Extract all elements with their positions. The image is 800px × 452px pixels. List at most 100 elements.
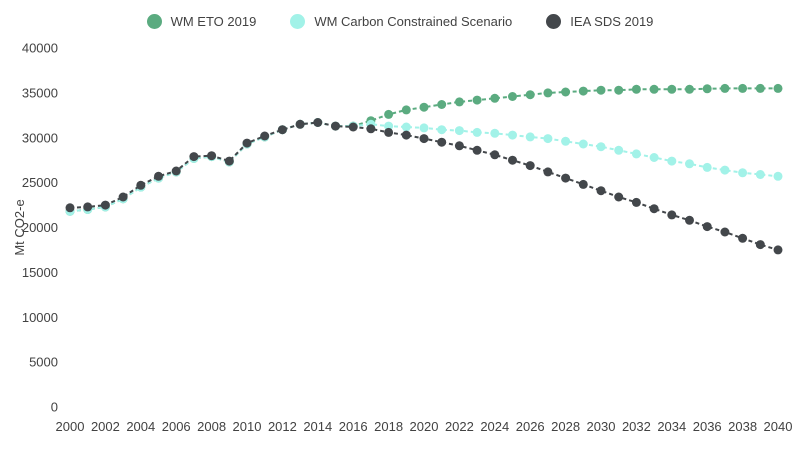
y-tick-label: 0 (51, 400, 58, 415)
data-point (755, 170, 765, 179)
data-point (401, 130, 411, 140)
data-point (755, 83, 765, 93)
data-point (401, 122, 411, 132)
data-point (437, 125, 447, 135)
data-point (702, 222, 712, 232)
x-tick-label: 2034 (657, 419, 686, 434)
data-point (454, 97, 464, 107)
data-point (543, 134, 553, 144)
data-point (171, 166, 181, 176)
data-point (384, 127, 394, 137)
data-point (561, 136, 571, 146)
x-tick-label: 2002 (91, 419, 120, 434)
x-tick-label: 2010 (233, 419, 262, 434)
y-tick-label: 25000 (22, 175, 58, 190)
x-tick-label: 2008 (197, 419, 226, 434)
x-tick-label: 2026 (516, 419, 545, 434)
data-point (437, 100, 447, 109)
x-tick-label: 2036 (693, 419, 722, 434)
data-point (136, 180, 146, 190)
data-point (384, 121, 394, 131)
data-point (525, 90, 535, 100)
data-point (631, 149, 641, 159)
x-tick-label: 2040 (764, 419, 793, 434)
data-point (508, 155, 517, 165)
data-point (667, 210, 677, 220)
data-point (649, 153, 659, 162)
data-point (401, 105, 411, 115)
data-point (685, 84, 694, 94)
data-point (543, 167, 553, 177)
x-tick-label: 2018 (374, 419, 403, 434)
data-point (331, 121, 340, 131)
data-point (578, 86, 588, 96)
data-point (454, 141, 464, 151)
data-point (614, 192, 624, 202)
data-point (738, 168, 748, 178)
data-point (472, 145, 482, 155)
data-point (649, 84, 659, 94)
x-tick-label: 2006 (162, 419, 191, 434)
legend-item[interactable]: WM Carbon Constrained Scenario (290, 14, 512, 29)
data-point (454, 126, 464, 136)
data-point (773, 245, 783, 255)
data-point (295, 119, 305, 129)
data-point (596, 85, 606, 95)
x-tick-label: 2020 (410, 419, 439, 434)
y-tick-label: 40000 (22, 41, 58, 56)
data-point (384, 109, 394, 119)
data-point (260, 131, 270, 141)
y-axis-title: Mt CO2-e (12, 199, 27, 255)
data-point (65, 203, 75, 213)
x-tick-label: 2030 (587, 419, 616, 434)
data-point (702, 162, 712, 172)
data-point (561, 87, 571, 97)
data-point (508, 130, 517, 140)
y-tick-label: 10000 (22, 310, 58, 325)
legend-item[interactable]: WM ETO 2019 (146, 14, 256, 29)
data-point (525, 161, 535, 171)
data-point (490, 93, 500, 103)
data-point (224, 156, 234, 166)
x-tick-label: 2032 (622, 419, 651, 434)
legend: WM ETO 2019 WM Carbon Constrained Scenari… (0, 14, 800, 29)
data-point (614, 85, 624, 95)
data-point (596, 142, 606, 152)
x-tick-label: 2016 (339, 419, 368, 434)
data-point (419, 102, 429, 112)
data-point (702, 84, 712, 94)
data-point (773, 171, 783, 181)
data-point (685, 159, 694, 169)
data-point (773, 83, 783, 93)
data-point (667, 84, 677, 94)
data-point (472, 127, 482, 137)
data-point (738, 233, 748, 243)
data-point (578, 179, 588, 189)
y-tick-label: 5000 (29, 355, 58, 370)
x-tick-label: 2012 (268, 419, 297, 434)
data-point (543, 88, 553, 98)
x-tick-label: 2038 (728, 419, 757, 434)
legend-item[interactable]: IEA SDS 2019 (546, 14, 653, 29)
data-point (755, 240, 765, 250)
data-point (685, 215, 694, 225)
x-tick-label: 2022 (445, 419, 474, 434)
data-point (277, 125, 287, 135)
data-point (561, 173, 571, 183)
data-point (242, 138, 252, 148)
data-point (738, 83, 748, 93)
data-point (720, 83, 730, 93)
data-point (631, 84, 641, 94)
data-point (419, 123, 429, 133)
data-point (614, 145, 624, 155)
legend-dot-icon (290, 14, 306, 29)
legend-dot-icon (146, 14, 162, 29)
x-tick-label: 2004 (126, 419, 155, 434)
data-point (437, 137, 447, 147)
data-point (490, 128, 500, 138)
data-point (366, 124, 376, 134)
data-point (100, 200, 110, 210)
data-point (419, 134, 429, 144)
